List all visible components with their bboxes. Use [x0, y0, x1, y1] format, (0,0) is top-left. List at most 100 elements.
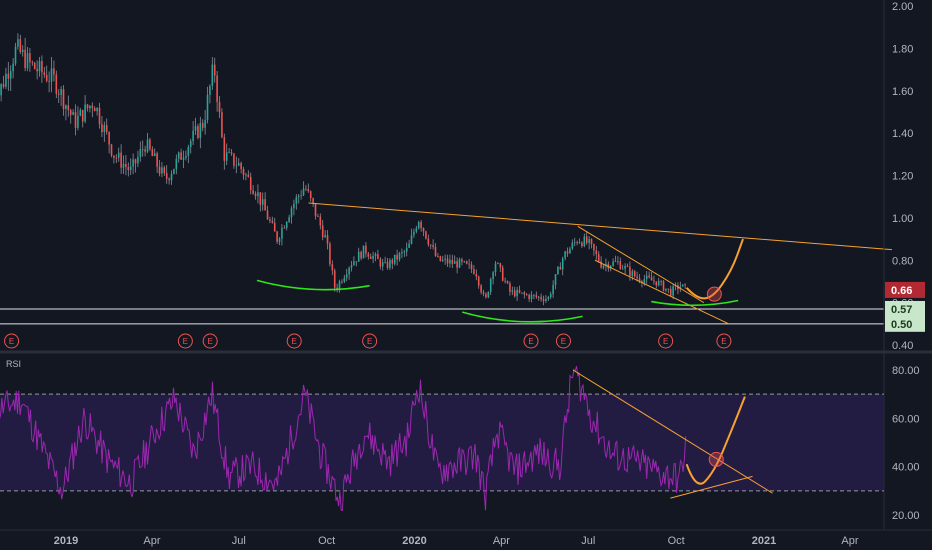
candle-body: [494, 263, 497, 273]
price-tick-label: 0.40: [892, 340, 913, 352]
price-projection-curve[interactable]: [685, 238, 744, 300]
level-badge-bg: [885, 300, 925, 317]
candle-body: [209, 85, 211, 95]
support-arc[interactable]: [256, 279, 370, 291]
candle-body: [31, 62, 34, 64]
candle-body: [221, 112, 223, 138]
price-breakout-marker[interactable]: [706, 286, 722, 302]
earnings-marker[interactable]: E: [658, 333, 674, 349]
candle-body: [619, 261, 622, 270]
price-projection: [685, 238, 744, 302]
candle-body: [341, 281, 343, 283]
candle-body: [437, 255, 439, 257]
earnings-marker[interactable]: E: [362, 333, 378, 349]
rsi-axis[interactable]: 80.00 60.00 40.00 20.00: [892, 365, 920, 522]
support-arc[interactable]: [651, 299, 739, 307]
candle-body: [163, 167, 166, 173]
candle-body: [233, 153, 235, 166]
price-trendline[interactable]: [577, 225, 705, 304]
time-tick-label: Oct: [318, 535, 335, 547]
candle-body: [578, 242, 581, 244]
candle-body: [441, 259, 444, 261]
candle-body: [278, 238, 281, 242]
price-tick-label: 1.20: [892, 171, 913, 183]
earnings-marker[interactable]: E: [202, 333, 218, 349]
earnings-marker-circle: [716, 333, 732, 349]
candle-body: [636, 276, 638, 279]
candle-body: [2, 84, 5, 87]
candle-body: [312, 198, 314, 204]
earnings-marker[interactable]: E: [4, 333, 20, 349]
candle-body: [482, 292, 485, 294]
candle-body: [672, 286, 674, 296]
candle-body: [170, 173, 173, 181]
horizontal-levels: [0, 308, 884, 325]
time-axis[interactable]: 2019 Apr Jul Oct 2020 Apr Jul Oct 2021 Apr: [0, 529, 932, 547]
candle-body: [175, 158, 178, 170]
candle-body: [403, 251, 406, 253]
candle-body: [564, 251, 566, 259]
candle-body: [96, 108, 98, 112]
candle-body: [465, 261, 468, 264]
earnings-marker[interactable]: E: [523, 333, 539, 349]
rsi-breakout-marker[interactable]: [708, 451, 724, 467]
candle-body: [156, 153, 158, 167]
candle-body: [19, 39, 22, 53]
candle-body: [506, 281, 509, 284]
candle-body: [302, 188, 305, 196]
candle-body: [206, 94, 209, 121]
candle-body: [62, 89, 65, 109]
candle-body: [132, 159, 134, 167]
candle-body: [173, 169, 175, 174]
candle-body: [266, 210, 269, 220]
candle-body: [281, 227, 283, 239]
candle-body: [638, 278, 641, 282]
price-trendline[interactable]: [308, 202, 892, 251]
candle-body: [72, 112, 74, 115]
candle-body: [218, 101, 221, 113]
candle-body: [86, 104, 89, 109]
candle-body: [410, 235, 413, 244]
rsi-panel[interactable]: RSI: [0, 359, 884, 511]
candle-body: [105, 125, 108, 132]
earnings-marker[interactable]: E: [555, 333, 571, 349]
candle-body: [120, 152, 122, 168]
candle-body: [667, 288, 670, 290]
candle-body: [235, 165, 238, 167]
candle-body: [367, 253, 370, 257]
candle-body: [127, 166, 130, 171]
earnings-marker[interactable]: E: [177, 333, 193, 349]
price-tick-label: 1.60: [892, 86, 913, 98]
candle-body: [319, 216, 322, 226]
rsi-trendline[interactable]: [670, 475, 753, 499]
candle-body: [137, 156, 139, 164]
rsi-title: RSI: [6, 359, 21, 369]
candle-body: [631, 271, 634, 276]
earnings-marker-circle: [177, 333, 193, 349]
candle-body: [453, 261, 456, 264]
rsi-trendline[interactable]: [572, 369, 773, 494]
candle-body: [307, 189, 310, 192]
candle-body: [271, 220, 274, 223]
candle-body: [365, 245, 367, 254]
candle-body: [434, 247, 437, 256]
support-arc[interactable]: [462, 311, 583, 323]
earnings-marker[interactable]: E: [716, 333, 732, 349]
earnings-marker[interactable]: E: [286, 333, 302, 349]
earnings-marker-label: E: [183, 337, 188, 346]
candle-body: [269, 219, 271, 221]
candle-body: [201, 123, 204, 128]
candle-body: [571, 242, 574, 249]
candle-body: [295, 197, 298, 204]
candle-body: [41, 61, 43, 73]
candle-body: [475, 273, 478, 277]
price-trendline[interactable]: [594, 259, 729, 325]
candle-body: [89, 105, 91, 109]
candlestick-series: [0, 33, 686, 306]
candle-body: [141, 149, 144, 150]
candle-body: [230, 152, 233, 154]
candle-body: [499, 263, 502, 268]
candle-body: [261, 199, 264, 205]
